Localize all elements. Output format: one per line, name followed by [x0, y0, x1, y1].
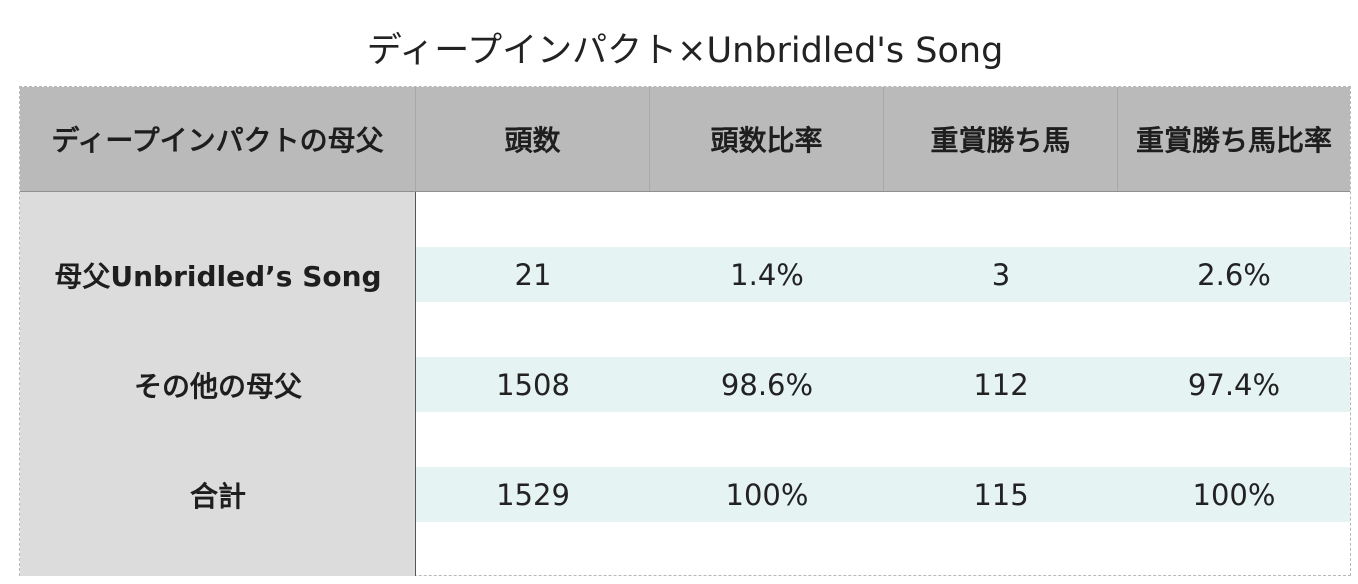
cell-count: 1529 — [496, 477, 570, 512]
cell-winners-ratio: 2.6% — [1197, 257, 1271, 292]
row-header-column: 母父Unbridled’s Song その他の母父 合計 — [20, 192, 416, 576]
cell-count: 21 — [514, 257, 552, 292]
cell-winners-ratio: 100% — [1192, 477, 1276, 512]
row-label-others: その他の母父 — [133, 369, 302, 403]
cell-winners: 115 — [973, 477, 1029, 512]
row-label-total: 合計 — [189, 479, 246, 513]
table-header: ディープインパクトの母父 頭数 頭数比率 重賞勝ち馬 重賞勝ち馬比率 — [20, 87, 1350, 192]
cell-winners: 112 — [973, 367, 1029, 402]
header-count-ratio: 頭数比率 — [650, 87, 884, 191]
cell-winners: 3 — [991, 257, 1011, 292]
cell-count-ratio: 100% — [725, 477, 809, 512]
table-row: 1529 100% 115 100% — [416, 467, 1350, 522]
table-title: ディープインパクト×Unbridled's Song — [366, 31, 1004, 71]
header-sire-of-dam: ディープインパクトの母父 — [20, 87, 416, 191]
cell-count: 1508 — [496, 367, 570, 402]
stats-table: ディープインパクトの母父 頭数 頭数比率 重賞勝ち馬 重賞勝ち馬比率 母父Unb… — [19, 86, 1351, 576]
row-label-unbridleds-song: 母父Unbridled’s Song — [54, 259, 382, 293]
cell-count-ratio: 98.6% — [720, 367, 814, 402]
cell-count-ratio: 1.4% — [730, 257, 804, 292]
table-row: 21 1.4% 3 2.6% — [416, 247, 1350, 302]
header-graded-winners-ratio: 重賞勝ち馬比率 — [1135, 124, 1332, 157]
header-graded-winners: 重賞勝ち馬 — [884, 87, 1118, 191]
table-row: 1508 98.6% 112 97.4% — [416, 357, 1350, 412]
header-count: 頭数 — [416, 87, 650, 191]
cell-winners-ratio: 97.4% — [1187, 367, 1281, 402]
